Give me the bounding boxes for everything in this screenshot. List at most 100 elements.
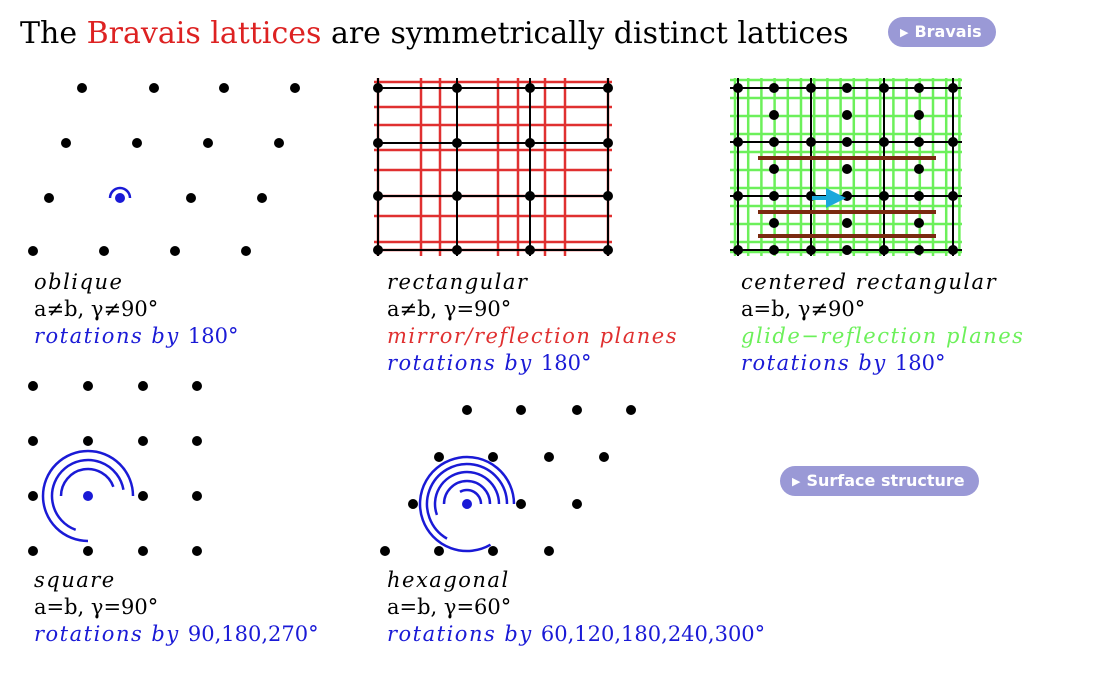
bravais-button[interactable]: ▶ Bravais [888,17,996,47]
hexagonal-center-dot [462,499,472,509]
oblique-caption: oblique a≠b, γ≠90° rotations by 180° [34,269,239,350]
square-lattice-dot [28,436,38,446]
square-name: square [34,568,116,592]
centered-rectangular-lattice-dot [914,245,924,255]
hexagonal-lattice-dot [408,499,418,509]
title-prefix: The [20,16,87,51]
centered-rectangular-lattice-dot [842,137,852,147]
rectangular-rotations: rotations by 180° [387,350,678,377]
square-lattice-dot [83,546,93,556]
centered-rectangular-lattice-dot [733,245,743,255]
rectangular-lattice-dot [452,191,462,201]
hexagonal-rotations-value: 60,120,180,240,300° [540,622,766,646]
centered-rectangular-name: centered rectangular [741,270,998,294]
centered-rectangular-lattice-dot [769,191,779,201]
surface-structure-button-label: Surface structure [806,471,965,490]
centered-rectangular-lattice-dot [842,164,852,174]
oblique-lattice-dot [149,83,159,93]
oblique-lattice-dot [203,138,213,148]
hexagonal-rotations: rotations by 60,120,180,240,300° [387,621,765,648]
rectangular-lattice-dot [603,191,613,201]
centered-rectangular-lattice-dot [879,137,889,147]
centered-rectangular-lattice-dot [733,191,743,201]
oblique-lattice-dot [77,83,87,93]
surface-structure-button[interactable]: ▶ Surface structure [780,466,979,496]
oblique-lattice-dot [28,246,38,256]
oblique-lattice-dot [99,246,109,256]
hexagonal-name: hexagonal [387,568,510,592]
centered-rectangular-lattice-dot [806,83,816,93]
hexagonal-lattice-dot [626,405,636,415]
centered-rectangular-lattice-dot [914,83,924,93]
oblique-rotations: rotations by 180° [34,323,239,350]
rectangular-params: a≠b, γ=90° [387,297,512,321]
centered-rectangular-lattice-dot [806,245,816,255]
oblique-name: oblique [34,270,124,294]
centered-rectangular-lattice-dot [914,137,924,147]
hexagonal-rotations-prefix: rotations by [387,622,541,646]
centered-rectangular-lattice-dot [842,110,852,120]
square-lattice-dot [28,491,38,501]
rectangular-lattice-dot [525,191,535,201]
oblique-params: a≠b, γ≠90° [34,297,159,321]
square-lattice-dot [83,381,93,391]
hexagonal-lattice-dot [488,546,498,556]
centered-rectangular-rotations-prefix: rotations by [741,351,895,375]
centered-rectangular-lattice-dot [879,83,889,93]
hexagonal-lattice-dot [572,499,582,509]
oblique-lattice-dot [132,138,142,148]
centered-rectangular-lattice-dot [769,83,779,93]
oblique-rotations-prefix: rotations by [34,324,188,348]
oblique-lattice-dot [186,193,196,203]
oblique-lattice-dot [44,193,54,203]
centered-rectangular-lattice-dot [914,191,924,201]
centered-rectangular-lattice-dot [842,245,852,255]
square-center-dot [83,491,93,501]
hexagonal-lattice-dot [544,546,554,556]
hexagonal-lattice-dot [462,405,472,415]
centered-rectangular-lattice-dot [769,110,779,120]
square-lattice-dot [192,491,202,501]
hexagonal-lattice-dot [516,405,526,415]
rectangular-lattice-dot [525,245,535,255]
centered-rectangular-lattice-dot [914,164,924,174]
hexagonal-lattice-dot [544,452,554,462]
centered-rectangular-rotations-value: 180° [894,351,946,375]
rectangular-lattice-dot [603,138,613,148]
centered-rectangular-lattice-dot [948,245,958,255]
rotation-arc-300-icon [418,455,516,553]
square-lattice-dot [192,546,202,556]
hexagonal-lattice-dot [572,405,582,415]
square-lattice-dot [138,436,148,446]
square-lattice-dot [192,381,202,391]
rotation-arc-180-icon [108,186,132,199]
square-lattice-dot [83,436,93,446]
hexagonal-lattice-dot [516,499,526,509]
rotation-arc-240-icon [425,462,509,540]
centered-rectangular-lattice-dot [948,83,958,93]
rectangular-lattice-dot [373,83,383,93]
centered-rectangular-lattice-dot [879,191,889,201]
square-params: a=b, γ=90° [34,595,159,619]
hexagonal-lattice-dot [488,452,498,462]
centered-rectangular-lattice-dot [769,245,779,255]
hexagonal-params: a=b, γ=60° [387,595,512,619]
hexagonal-lattice-dot [599,452,609,462]
hexagonal-lattice-dot [380,546,390,556]
centered-rectangular-params: a=b, γ≠90° [741,297,866,321]
hexagonal-caption: hexagonal a=b, γ=60° rotations by 60,120… [387,567,765,648]
play-triangle-icon: ▶ [900,26,909,39]
centered-rectangular-lattice-dot [879,245,889,255]
centered-rectangular-lattice-dot [769,218,779,228]
play-triangle-icon: ▶ [792,475,801,488]
rectangular-lattice-dot [452,83,462,93]
square-lattice-dot [28,381,38,391]
rotation-arc-180-icon [50,458,125,532]
rectangular-caption: rectangular a≠b, γ=90° mirror/reflection… [387,269,678,377]
rectangular-lattice-dot [373,245,383,255]
square-lattice-dot [138,491,148,501]
centered-rectangular-rotations: rotations by 180° [741,350,1024,377]
square-lattice-dot [138,381,148,391]
square-rotations-value: 90,180,270° [187,622,319,646]
